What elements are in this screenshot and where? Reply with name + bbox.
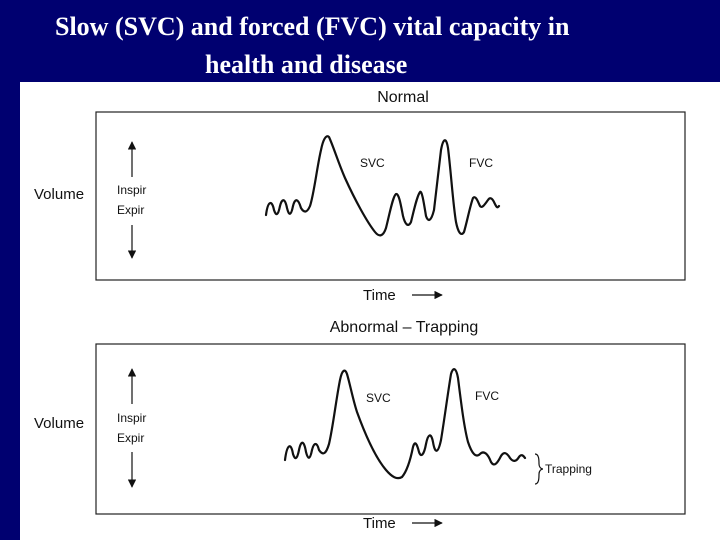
normal-fvc-label: FVC (469, 156, 493, 170)
trapping-label: Trapping (545, 462, 592, 476)
normal-panel-heading: Normal (377, 89, 429, 106)
title-line-2: health and disease (205, 50, 408, 79)
abnormal-panel-frame (95, 343, 686, 515)
normal-volume-trace (264, 135, 501, 237)
normal-time-label: Time (363, 287, 396, 304)
abnormal-panel-heading: Abnormal – Trapping (330, 319, 479, 336)
normal-svc-label: SVC (360, 156, 385, 170)
normal-volume-label: Volume (34, 186, 84, 203)
normal-expir-label: Expir (117, 203, 144, 217)
abnormal-volume-label: Volume (34, 415, 84, 432)
abnormal-volume-trace (283, 368, 527, 480)
spirometry-figure: Normal Volume Inspir Expir SVC FVC Time … (20, 82, 720, 540)
abnormal-time-label: Time (363, 515, 396, 532)
spirometry-diagram: Normal Volume Inspir Expir SVC FVC Time … (34, 89, 686, 532)
title-line-1: Slow (SVC) and forced (FVC) vital capaci… (55, 12, 570, 41)
trapping-brace (534, 453, 544, 485)
normal-inspir-label: Inspir (117, 183, 146, 197)
abnormal-fvc-label: FVC (475, 389, 499, 403)
abnormal-inspir-label: Inspir (117, 411, 146, 425)
abnormal-svc-label: SVC (366, 391, 391, 405)
normal-panel-frame (95, 111, 686, 281)
slide-title: Slow (SVC) and forced (FVC) vital capaci… (0, 0, 720, 82)
abnormal-expir-label: Expir (117, 431, 144, 445)
